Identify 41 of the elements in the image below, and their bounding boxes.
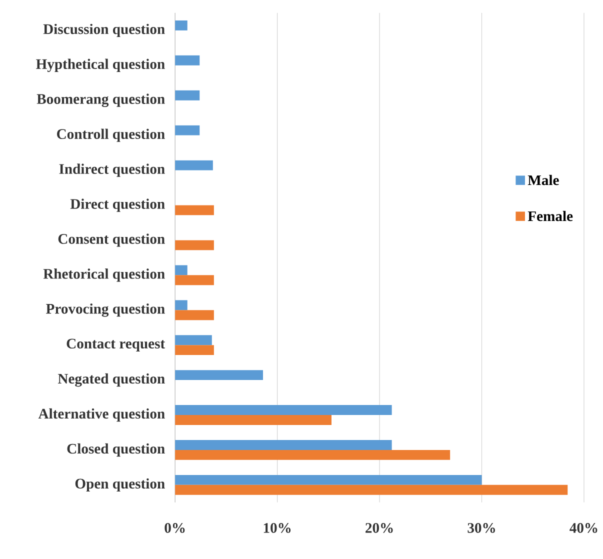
y-tick-label: Controll question xyxy=(57,128,165,142)
bar xyxy=(175,205,214,216)
y-tick-label: Alternative question xyxy=(38,408,165,422)
y-tick-label: Contact request xyxy=(66,338,166,352)
bar xyxy=(175,55,200,66)
y-tick-label: Hypthetical question xyxy=(36,58,165,72)
bar xyxy=(175,300,188,310)
bar xyxy=(175,345,214,355)
bar xyxy=(175,370,264,380)
bar xyxy=(175,90,200,100)
x-tick-label: 10% xyxy=(264,522,291,533)
bar xyxy=(175,484,568,495)
y-tick-label: Rhetorical question xyxy=(43,268,165,282)
y-tick-label: Direct question xyxy=(70,198,165,212)
bar xyxy=(175,450,450,460)
y-tick-label: Open question xyxy=(75,478,165,492)
y-tick-label: Closed question xyxy=(67,443,165,457)
y-tick-label: Discussion question xyxy=(43,24,165,37)
y-tick-label: Negated question xyxy=(58,373,165,387)
bar xyxy=(175,440,392,450)
legend-label: Female xyxy=(528,210,573,222)
legend-label: Male xyxy=(528,174,559,186)
bar xyxy=(175,275,214,286)
x-tick-label: 20% xyxy=(366,522,393,533)
y-tick-label: Provocing question xyxy=(46,303,165,317)
x-tick-label: 30% xyxy=(468,522,495,533)
y-tick-label: Consent question xyxy=(58,234,165,247)
bar xyxy=(175,474,482,485)
x-tick-label: 40% xyxy=(570,522,598,533)
y-tick-label: Boomerang question xyxy=(36,94,165,107)
bar xyxy=(175,335,212,346)
bar xyxy=(175,160,213,170)
bar xyxy=(175,414,332,425)
bar xyxy=(175,240,214,250)
bar xyxy=(175,20,188,30)
y-tick-label: Indirect question xyxy=(59,164,165,177)
bar xyxy=(175,404,392,415)
bar xyxy=(175,265,188,276)
x-tick-label: 0% xyxy=(164,522,185,533)
bar xyxy=(175,125,200,136)
bar xyxy=(175,310,214,320)
